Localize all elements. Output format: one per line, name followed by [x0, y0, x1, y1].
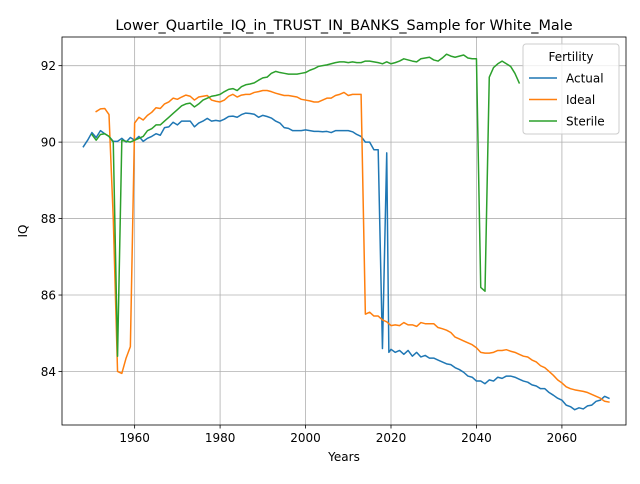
- axis-layer: 1960 1980 2000 2020 2040 2060 84 86 88 90 92: [41, 59, 577, 445]
- legend-label-sterile: Sterile: [566, 115, 605, 129]
- chart-title: Lower_Quartile_IQ_in_TRUST_IN_BANKS_Samp…: [115, 18, 572, 34]
- x-tick-label: 1960: [119, 431, 150, 445]
- legend-label-actual: Actual: [566, 72, 604, 86]
- x-tick-label: 2020: [376, 431, 407, 445]
- y-tick-label: 86: [41, 289, 56, 303]
- legend-label-ideal: Ideal: [566, 93, 595, 107]
- legend-title: Fertility: [548, 50, 593, 64]
- legend: Fertility Actual Ideal Sterile: [522, 43, 620, 135]
- series-line-ideal: [95, 89, 610, 403]
- legend-box: [522, 43, 620, 135]
- legend-items: Actual Ideal Sterile: [529, 72, 605, 129]
- x-tick-label: 1980: [205, 431, 236, 445]
- series-line-sterile: [90, 53, 521, 357]
- x-tick-label: 2040: [461, 431, 492, 445]
- y-tick-label: 88: [41, 212, 56, 226]
- series-line-actual: [82, 112, 610, 411]
- x-axis-label: Years: [327, 450, 360, 464]
- y-axis-label: IQ: [16, 225, 30, 238]
- y-tick-label: 90: [41, 136, 56, 150]
- y-tick-label: 92: [41, 59, 56, 73]
- x-tick-label: 2000: [290, 431, 321, 445]
- series-layer: [82, 53, 610, 411]
- plot-frame: [61, 36, 627, 426]
- x-tick-label: 2060: [547, 431, 578, 445]
- y-tick-label: 84: [41, 365, 56, 379]
